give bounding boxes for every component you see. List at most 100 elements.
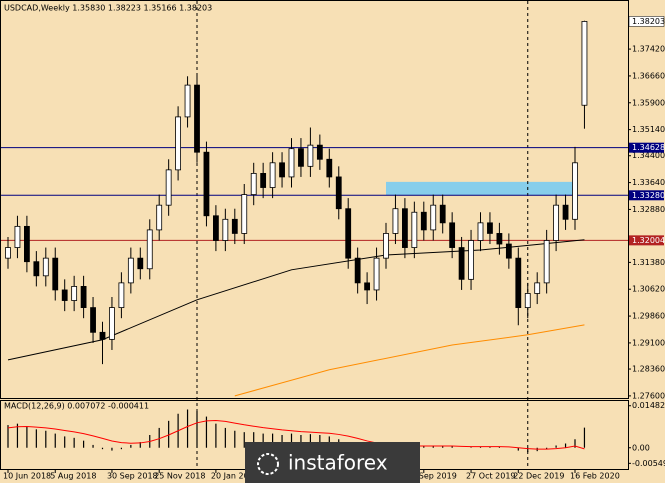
candle-body (298, 148, 304, 167)
candle-body (468, 240, 474, 280)
watermark-logo (257, 453, 279, 475)
candle-body (439, 204, 446, 224)
main-frame (0, 0, 629, 399)
level-label: 1.32004 (632, 236, 665, 245)
y-tick-label: 1.35900 (632, 98, 665, 107)
candle-body (458, 247, 465, 280)
candle-body (411, 211, 418, 248)
x-tick-label: 10 Jun 2018 (3, 472, 51, 481)
macd-signal (7, 420, 585, 450)
macd-tick-label: 0.014828 (632, 401, 665, 410)
candle-body (212, 215, 219, 241)
candle-body (203, 151, 210, 217)
candle-body (288, 148, 295, 178)
candle-body (99, 331, 106, 340)
y-tick-label: 1.34400 (632, 151, 665, 160)
candle-body (515, 257, 522, 308)
candle-body (127, 257, 134, 284)
candle-body (231, 218, 238, 234)
candle-body (118, 282, 125, 308)
candle-body (52, 257, 59, 291)
candle-body (581, 21, 588, 106)
macd-tick-label: -0.005499 (632, 459, 665, 468)
candle-body (354, 257, 361, 284)
candle-body (562, 204, 569, 220)
candle-body (477, 222, 484, 241)
candle-body (401, 208, 408, 248)
x-tick-label: 5 Aug 2018 (50, 472, 96, 481)
x-tick-label: 27 Oct 2019 (466, 472, 515, 481)
candle-body (487, 222, 493, 234)
y-tick-label: 1.27600 (632, 391, 665, 400)
price-label-box (628, 16, 665, 27)
candle-body (33, 261, 40, 277)
candle-body (61, 289, 68, 301)
macd-label: MACD(12,26,9) 0.007072 -0.000411 (4, 402, 149, 411)
candle-body (392, 208, 399, 234)
level-label-box (629, 190, 664, 201)
candle-body (373, 257, 380, 291)
candle-body (553, 204, 559, 241)
y-tick-label: 1.35140 (632, 125, 665, 134)
candle-body (80, 286, 87, 308)
candle-body (449, 222, 456, 248)
x-tick-label: 25 Nov 2018 (154, 472, 205, 481)
watermark-text: instaforex (288, 451, 388, 475)
y-tick-label: 1.31380 (632, 258, 665, 267)
candle-body (505, 243, 512, 259)
candle-body (524, 293, 531, 308)
candle-body (316, 144, 323, 160)
x-tick-label: 22 Dec 2019 (513, 472, 564, 481)
candle-body (165, 169, 172, 206)
candle-body (543, 240, 550, 284)
candle-body (572, 162, 578, 220)
candle-body (71, 286, 78, 301)
candle-body (90, 307, 96, 333)
candle-body (430, 204, 437, 231)
candle-body (42, 257, 49, 277)
macd-tick-label: 0.00 (632, 443, 650, 452)
candle-body (250, 172, 257, 195)
x-tick-label: 16 Feb 2020 (570, 472, 620, 481)
level-label-box (629, 235, 664, 246)
candle-body (496, 233, 503, 245)
chart-title: USDCAD,Weekly 1.35830 1.38223 1.35166 1.… (4, 4, 212, 13)
y-tick-label: 1.33640 (632, 178, 665, 187)
y-tick-label: 1.37420 (632, 45, 665, 54)
candle-body (5, 247, 11, 259)
candle-body (156, 204, 163, 231)
y-tick-label: 1.28360 (632, 365, 665, 374)
y-tick-label: 1.29100 (632, 338, 665, 347)
candle-body (364, 282, 371, 291)
candle-body (534, 282, 541, 294)
candle-body (23, 225, 30, 263)
zone (386, 181, 575, 196)
watermark-box (245, 442, 420, 483)
x-tick-label: 20 Jan 201 (211, 472, 254, 481)
candle-body (420, 211, 427, 231)
candle-body (279, 162, 285, 178)
candle-body (146, 229, 153, 270)
candle-body (241, 194, 248, 234)
candle-body (194, 84, 200, 153)
ma-line (234, 324, 585, 397)
y-tick-label: 1.29860 (632, 312, 665, 321)
candle-body (222, 218, 229, 241)
candle-body (307, 144, 314, 167)
x-tick-label: 30 Sep 2018 (107, 472, 158, 481)
y-tick-label: 1.32880 (632, 205, 665, 214)
candle-body (345, 208, 352, 259)
candle-body (269, 162, 276, 188)
price-label: 1.38203 (632, 17, 665, 26)
candle-body (326, 158, 333, 178)
candle-body (184, 84, 191, 118)
x-tick-label: Sep 2019 (419, 472, 457, 481)
candle-body (109, 307, 115, 340)
candle-body (260, 172, 267, 188)
candle-body (137, 257, 144, 270)
candle-body (383, 233, 389, 259)
level-label-box (629, 142, 664, 153)
y-tick-label: 1.36660 (632, 71, 665, 80)
